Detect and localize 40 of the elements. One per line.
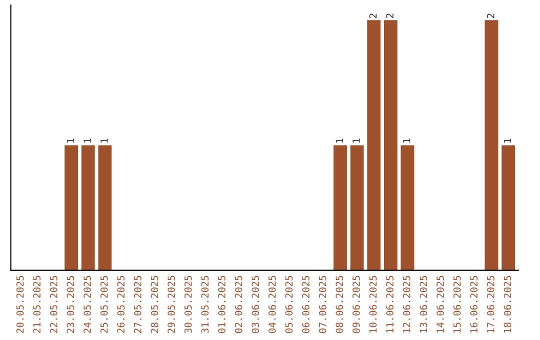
x-tick-label: 09.06.2025 (352, 276, 360, 334)
data-label: 1 (66, 138, 74, 143)
x-tick-label: 25.05.2025 (100, 276, 108, 333)
data-label: 2 (369, 14, 377, 18)
x-tick-label: 14.06.2025 (436, 276, 444, 333)
x-tick-label: 28.05.2025 (150, 276, 158, 333)
x-tick-label: 04.06.2025 (268, 276, 276, 334)
x-tick-label: 08.06.2025 (336, 276, 344, 334)
x-tick-label: 05.06.2025 (285, 276, 293, 334)
x-tick-label: 02.06.2025 (234, 276, 242, 334)
x-tick-label: 17.06.2025 (487, 276, 494, 333)
x-tick-label: 23.05.2025 (66, 276, 74, 333)
x-tick-label: 03.06.2025 (252, 276, 260, 334)
x-tick-label: 20.05.2025 (16, 276, 24, 333)
x-tick-label: 27.05.2025 (134, 276, 142, 333)
x-tick-label: 13.06.2025 (420, 276, 428, 333)
x-tick-label: 21.05.2025 (33, 276, 41, 333)
x-tick-label: 22.05.2025 (50, 276, 58, 333)
data-label: 1 (352, 138, 360, 143)
data-label: 2 (386, 14, 394, 18)
x-tick-label: 12.06.2025 (402, 276, 410, 333)
data-label: 2 (487, 14, 494, 18)
data-label: 1 (504, 138, 512, 143)
x-tick-label: 01.06.2025 (218, 276, 226, 334)
x-tick-label: 10.06.2025 (369, 276, 377, 333)
x-tick-label: 07.06.2025 (318, 276, 326, 334)
x-tick-label: 29.05.2025 (168, 276, 176, 333)
data-label: 1 (336, 138, 343, 143)
x-tick-label: 30.05.2025 (184, 276, 192, 334)
x-tick-label: 24.05.2025 (84, 276, 91, 333)
data-label: 1 (84, 138, 91, 143)
x-tick-label: 16.06.2025 (470, 276, 478, 333)
x-tick-label: 31.05.2025 (201, 276, 209, 334)
data-label: 1 (403, 138, 410, 143)
x-tick-label: 26.05.2025 (117, 276, 125, 333)
x-tick-label: 18.06.2025 (504, 276, 512, 333)
x-tick-label: 15.06.2025 (453, 276, 461, 333)
data-label: 1 (100, 138, 108, 143)
x-tick-label: 06.06.2025 (302, 276, 310, 334)
x-tick-label: 11.06.2025 (386, 276, 394, 333)
